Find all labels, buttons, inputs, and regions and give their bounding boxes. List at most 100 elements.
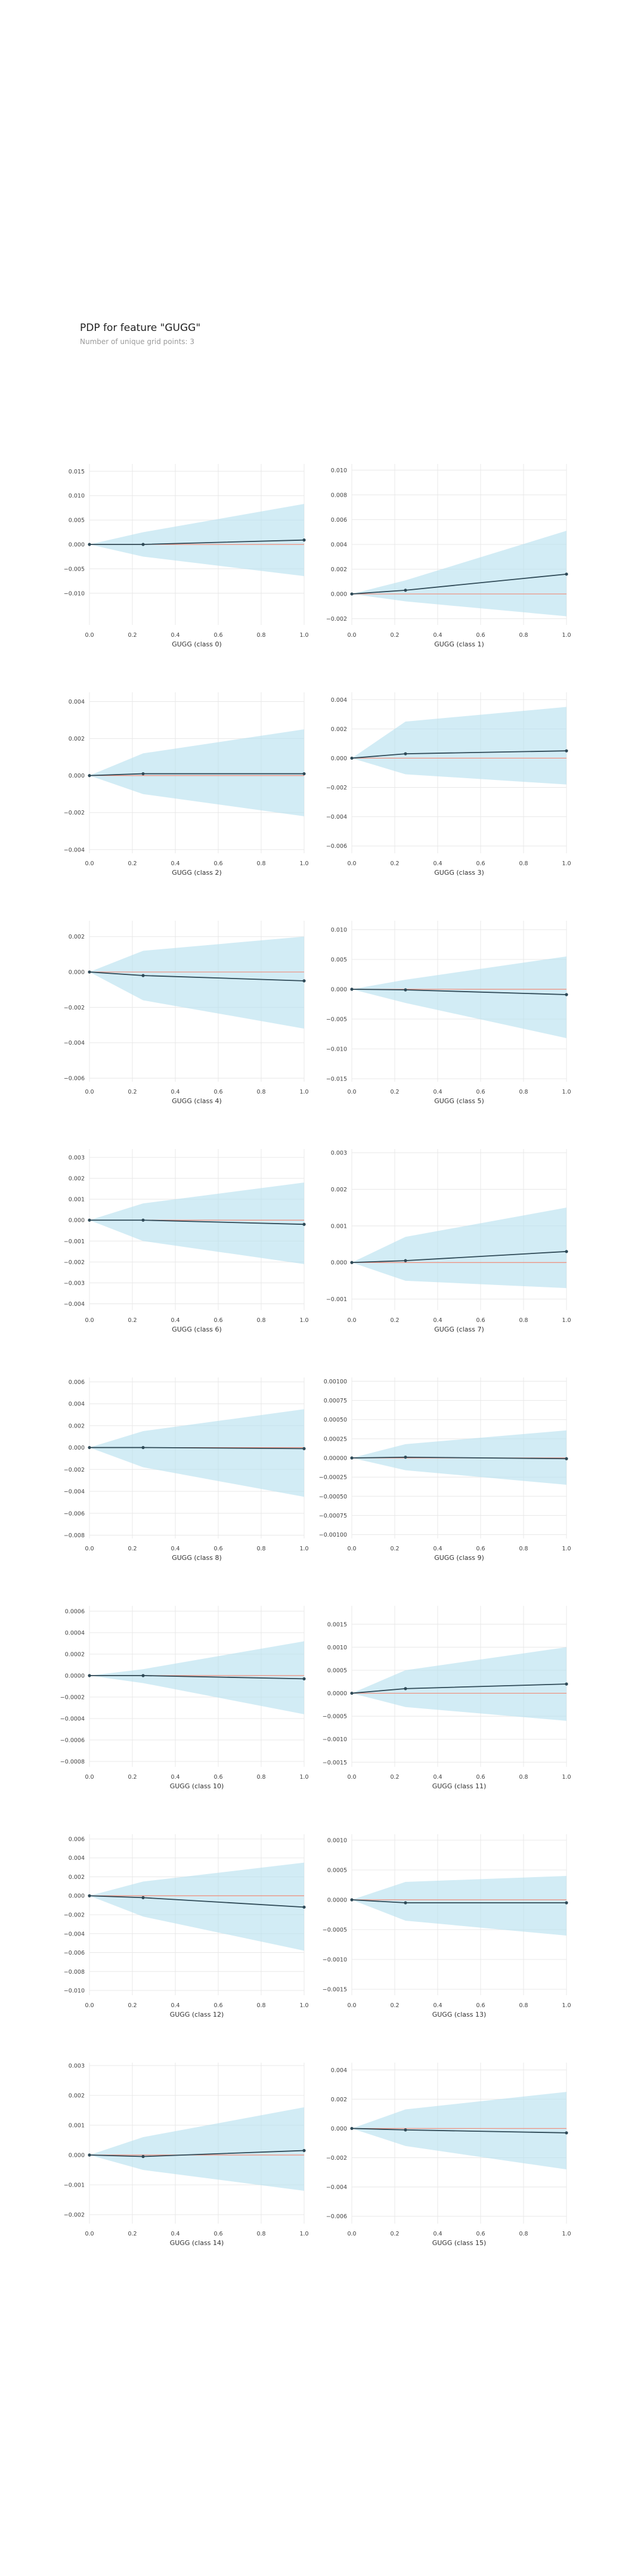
pdp-chart-class-10: −0.0008 −0.0006 −0.0004 −0.0002 0.0000 0.0002… xyxy=(60,1606,309,1790)
y-tick-label: 0.0004 xyxy=(65,1630,85,1637)
x-tick-label: 0.8 xyxy=(256,2002,265,2009)
x-tick-label: 1.0 xyxy=(562,1089,571,1095)
pdp-point xyxy=(404,752,407,756)
x-tick-label: 0.0 xyxy=(85,860,94,867)
x-tick-label: 0.0 xyxy=(85,2002,94,2009)
pdp-chart-class-12: −0.010 −0.008 −0.006 −0.004 −0.002 0.000 0.002… xyxy=(64,1834,309,2018)
x-tick-label: 0.6 xyxy=(476,632,485,639)
y-tick-label: 0.000 xyxy=(69,2153,85,2159)
y-tick-label: −0.006 xyxy=(64,1510,85,1517)
x-tick-label: 1.0 xyxy=(299,860,308,867)
y-tick-label: 0.010 xyxy=(331,927,347,934)
pdp-point xyxy=(350,1898,354,1902)
pdp-chart-class-3: −0.006 −0.004 −0.002 0.000 0.002 0.004 0.0 0.2 0… xyxy=(326,692,571,877)
y-tick-label: 0.001 xyxy=(69,2123,85,2129)
y-tick-label: 0.015 xyxy=(69,469,85,475)
confidence-band xyxy=(352,707,566,785)
confidence-band xyxy=(352,1647,566,1721)
pdp-point xyxy=(565,1457,568,1460)
pdp-chart-class-1: −0.002 0.000 0.002 0.004 0.006 0.008 0.010 0.0 0… xyxy=(326,464,571,648)
x-axis-label: GUGG (class 4) xyxy=(172,1097,222,1105)
pdp-point xyxy=(404,1259,407,1262)
y-tick-label: −0.002 xyxy=(326,785,347,791)
x-tick-label: 0.8 xyxy=(519,2002,528,2009)
y-tick-label: −0.0015 xyxy=(323,1760,347,1766)
y-tick-label: 0.003 xyxy=(69,1155,85,1162)
pdp-point xyxy=(404,1687,407,1690)
y-tick-label: −0.002 xyxy=(326,616,347,623)
x-axis-label: GUGG (class 8) xyxy=(172,1554,222,1562)
x-tick-label: 0.4 xyxy=(433,632,442,639)
y-tick-label: −0.004 xyxy=(64,1301,85,1308)
x-axis-label: GUGG (class 15) xyxy=(432,2239,487,2247)
pdp-point xyxy=(302,1905,306,1909)
y-tick-label: −0.002 xyxy=(64,1259,85,1266)
x-tick-label: 0.2 xyxy=(128,1089,137,1095)
x-tick-label: 0.8 xyxy=(519,1774,528,1781)
x-tick-label: 0.0 xyxy=(85,2231,94,2237)
confidence-band xyxy=(89,729,304,816)
x-tick-label: 0.6 xyxy=(213,1774,222,1781)
x-tick-label: 0.0 xyxy=(347,2231,356,2237)
pdp-point xyxy=(88,1674,91,1677)
x-tick-label: 0.6 xyxy=(476,2002,485,2009)
y-tick-label: −0.002 xyxy=(64,2212,85,2219)
x-tick-label: 0.6 xyxy=(476,1317,485,1324)
y-tick-label: 0.002 xyxy=(69,2093,85,2100)
confidence-band xyxy=(89,1862,304,1951)
pdp-point xyxy=(302,1222,306,1226)
y-tick-label: 0.0015 xyxy=(327,1621,347,1628)
pdp-point xyxy=(141,1218,145,1222)
x-tick-label: 1.0 xyxy=(299,2231,308,2237)
y-tick-label: 0.000 xyxy=(331,1260,347,1267)
x-tick-label: 1.0 xyxy=(299,1774,308,1781)
y-tick-label: 0.002 xyxy=(331,566,347,573)
y-tick-label: −0.004 xyxy=(64,847,85,853)
pdp-point xyxy=(88,1894,91,1897)
confidence-band xyxy=(352,956,566,1038)
x-tick-label: 1.0 xyxy=(562,860,571,867)
x-axis-label: GUGG (class 13) xyxy=(432,2011,487,2018)
x-tick-label: 0.0 xyxy=(347,1317,356,1324)
pdp-point xyxy=(404,589,407,592)
y-tick-label: 0.0000 xyxy=(327,1897,347,1904)
pdp-point xyxy=(404,1456,407,1459)
y-tick-label: 0.005 xyxy=(69,518,85,524)
y-tick-label: −0.004 xyxy=(64,1489,85,1496)
pdp-chart-class-5: −0.015 −0.010 −0.005 0.000 0.005 0.010 0.0 0.2 0… xyxy=(326,921,571,1105)
x-tick-label: 0.4 xyxy=(433,1546,442,1552)
y-tick-label: 0.000 xyxy=(69,1445,85,1451)
figure-subtitle: Number of unique grid points: 3 xyxy=(80,338,195,346)
pdp-point xyxy=(141,1674,145,1677)
pdp-point xyxy=(302,1677,306,1680)
y-tick-label: −0.0006 xyxy=(60,1738,85,1744)
pdp-chart-class-8: −0.008 −0.006 −0.004 −0.002 0.000 0.002 0.004 0… xyxy=(64,1377,309,1562)
pdp-point xyxy=(350,592,354,596)
x-tick-label: 0.0 xyxy=(347,1774,356,1781)
x-tick-label: 0.8 xyxy=(256,860,265,867)
pdp-chart-class-9: −0.00100 −0.00075 −0.00050 −0.00025 0.00000 0… xyxy=(319,1377,571,1562)
x-tick-label: 0.2 xyxy=(128,1774,137,1781)
x-tick-label: 0.6 xyxy=(476,2231,485,2237)
y-tick-label: 0.002 xyxy=(69,934,85,940)
pdp-point xyxy=(565,572,568,576)
y-tick-label: −0.003 xyxy=(64,1280,85,1287)
pdp-point xyxy=(88,2153,91,2157)
y-tick-label: 0.002 xyxy=(331,726,347,733)
x-tick-label: 1.0 xyxy=(299,2002,308,2009)
y-tick-label: −0.001 xyxy=(64,1239,85,1245)
y-tick-label: 0.00100 xyxy=(324,1379,347,1385)
pdp-point xyxy=(350,1691,354,1695)
pdp-point xyxy=(88,970,91,974)
pdp-point xyxy=(88,1445,91,1450)
pdp-point xyxy=(350,1456,354,1460)
x-tick-label: 0.8 xyxy=(519,1317,528,1324)
x-tick-label: 0.6 xyxy=(213,1089,222,1095)
y-tick-label: 0.000 xyxy=(69,542,85,549)
pdp-point xyxy=(141,543,145,546)
x-tick-label: 1.0 xyxy=(299,1546,308,1552)
confidence-band xyxy=(89,936,304,1029)
x-tick-label: 0.2 xyxy=(128,2231,137,2237)
pdp-point xyxy=(404,988,407,992)
pdp-point xyxy=(141,1445,145,1450)
